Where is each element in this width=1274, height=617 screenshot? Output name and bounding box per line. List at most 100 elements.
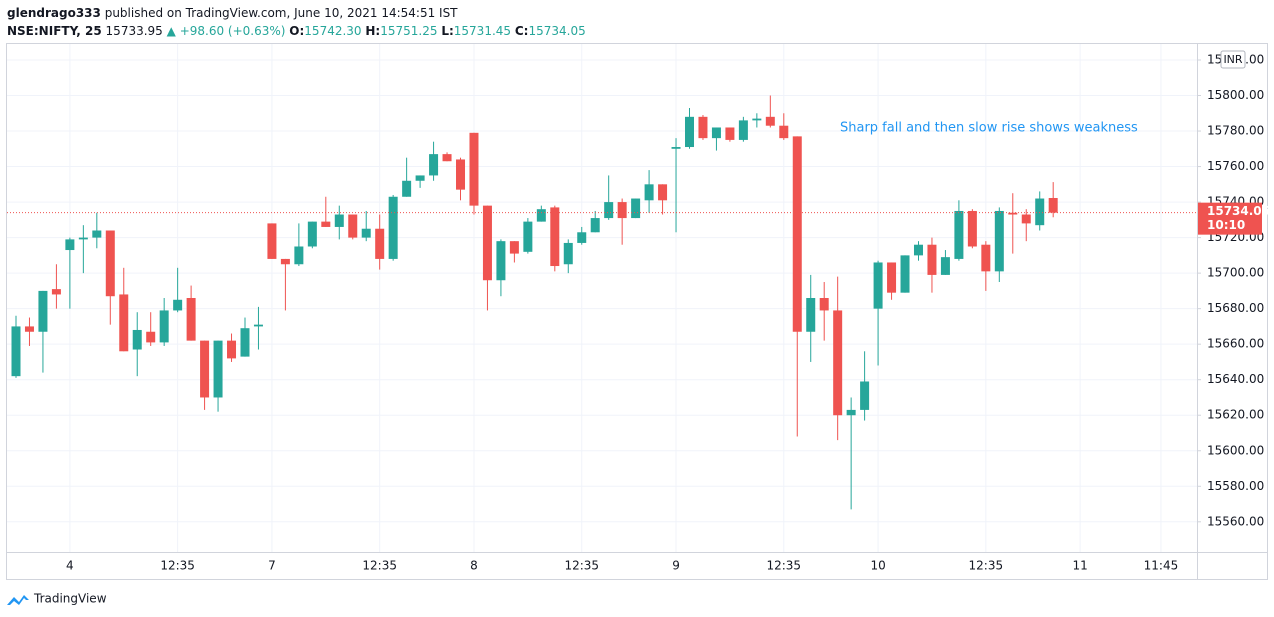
y-tick-label: 15600.00 [1207, 443, 1264, 457]
annotation: Sharp fall and then slow rise shows weak… [840, 121, 1138, 136]
candle-body [105, 230, 115, 297]
candle-body [159, 310, 169, 343]
candle-body [563, 242, 573, 265]
candle-body [509, 241, 519, 254]
candle-body [523, 221, 533, 252]
y-tick-label: 15800.00 [1207, 88, 1264, 102]
candle-body [334, 214, 344, 227]
candle-body [779, 125, 789, 139]
y-tick-label: 15560.00 [1207, 514, 1264, 528]
candle-body [873, 262, 883, 309]
candle-body [240, 328, 250, 357]
candle-body [388, 196, 398, 259]
candle-body [415, 175, 425, 181]
candle-body [1035, 198, 1045, 226]
y-tick-label: 15680.00 [1207, 301, 1264, 315]
candle-body [658, 184, 668, 201]
countdown: 10:10 [1207, 218, 1245, 232]
chart-frame [6, 43, 1268, 580]
x-tick-label: 12:35 [766, 559, 801, 573]
candle-body [738, 120, 748, 140]
candle-body [119, 294, 129, 352]
open: 15742.30 [304, 24, 362, 38]
header: glendrago333 published on TradingView.co… [7, 4, 586, 40]
candle-body [132, 329, 142, 350]
last-price-box [1198, 202, 1262, 235]
x-tick-label: 11 [1072, 559, 1087, 573]
author: glendrago333 [7, 6, 101, 20]
candle-body [671, 147, 681, 149]
candle-body [321, 221, 331, 227]
x-tick-label: 12:35 [969, 559, 1004, 573]
candle-body [967, 210, 977, 247]
candle-body [860, 381, 870, 410]
candle-body [361, 228, 371, 238]
candle-body [348, 214, 358, 238]
candle-body [617, 202, 627, 219]
candle-body [954, 210, 964, 259]
footer-brand: TradingView [33, 592, 107, 606]
logo-icon [7, 595, 29, 605]
x-tick-label: 8 [470, 559, 478, 573]
y-tick-label: 15620.00 [1207, 408, 1264, 422]
candle-body [550, 207, 560, 267]
candle-body [375, 228, 385, 259]
y-tick-label: 15580.00 [1207, 479, 1264, 493]
candle-body [92, 230, 102, 238]
candle-body [456, 159, 466, 190]
l-label: L: [441, 24, 454, 38]
candle-body [685, 116, 694, 148]
candle-body [913, 244, 923, 256]
candle-body [887, 262, 897, 293]
currency: INR [1223, 53, 1242, 66]
candle-body [927, 244, 937, 275]
candle-body [307, 221, 317, 247]
close: 15734.05 [528, 24, 586, 38]
candle-body [725, 127, 735, 140]
currency-box [1220, 50, 1246, 69]
axes: 15560.00 15580.00 15600.00 15620.00 15640.00… [66, 52, 1264, 572]
candle-body [227, 340, 237, 359]
x-tick-label: 12:35 [362, 559, 397, 573]
candle-body [1048, 197, 1058, 213]
published: published on TradingView.com, June 10, 2… [104, 6, 458, 20]
candle-body [146, 331, 156, 343]
candle-body [536, 209, 546, 222]
candle-body [24, 326, 34, 332]
candle-body [981, 244, 991, 272]
candle-body [496, 241, 506, 281]
y-tick-label: 15700.00 [1207, 266, 1264, 280]
candle-body [846, 409, 856, 416]
candle-body [819, 298, 829, 311]
candle-body [482, 205, 492, 281]
y-tick-label: 15760.00 [1207, 159, 1264, 173]
candle-body [429, 154, 439, 176]
x-tick-label: 11:45 [1144, 559, 1179, 573]
candle-body [577, 232, 587, 243]
y-tick-label: 15780.00 [1207, 124, 1264, 138]
candle-body [38, 290, 48, 332]
high: 15751.25 [380, 24, 438, 38]
candle-body [590, 218, 600, 233]
x-tick-label: 9 [672, 559, 680, 573]
candle-body [200, 340, 210, 398]
candle-body [604, 202, 614, 219]
candle-body [65, 239, 75, 251]
candle-body [752, 118, 762, 121]
x-tick-label: 10 [870, 559, 885, 573]
x-tick-label: 4 [66, 559, 74, 573]
x-tick-label: 7 [268, 559, 276, 573]
candle-body [469, 132, 479, 206]
footer-logo [7, 595, 29, 605]
x-tick-label: 12:35 [160, 559, 195, 573]
candle-body [442, 154, 452, 162]
candle-body [78, 237, 88, 240]
candle-body [186, 298, 196, 341]
arrow: ▲ [166, 24, 176, 38]
candle-body [994, 210, 1004, 272]
candle-body [900, 255, 910, 293]
candle-body [11, 326, 21, 377]
candle-body [267, 223, 277, 259]
candles [11, 95, 1058, 510]
